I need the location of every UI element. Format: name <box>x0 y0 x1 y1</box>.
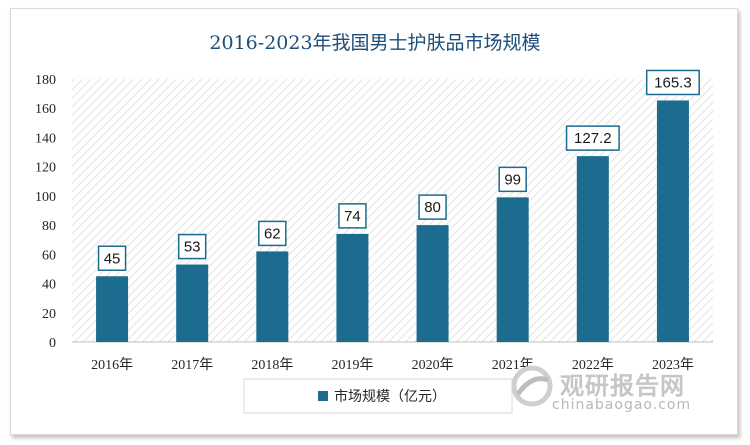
x-tick-label: 2017年 <box>171 357 213 373</box>
data-label: 99 <box>504 171 521 188</box>
data-label-box <box>97 245 127 271</box>
watermark-cn: 观研报告网 <box>560 372 685 400</box>
data-label-box <box>418 194 447 220</box>
globe-logo-icon <box>510 364 554 408</box>
y-tick-label: 0 <box>49 336 56 351</box>
data-label: 165.3 <box>654 74 692 91</box>
x-tick-label: 2023年 <box>652 357 694 373</box>
data-label: 62 <box>264 225 281 242</box>
bar <box>176 264 209 342</box>
legend-swatch <box>318 391 328 401</box>
y-tick-label: 60 <box>42 248 56 263</box>
data-label-box <box>565 125 620 151</box>
data-label: 127.2 <box>574 130 612 147</box>
y-tick-label: 120 <box>35 161 56 176</box>
bar <box>416 225 449 342</box>
bar <box>96 276 129 342</box>
legend-label: 市场规模（亿元） <box>334 388 446 405</box>
data-label: 80 <box>424 199 441 216</box>
x-tick-label: 2022年 <box>572 357 614 373</box>
data-label-box <box>177 233 207 260</box>
y-tick-label: 180 <box>35 73 56 88</box>
data-label: 53 <box>184 239 201 256</box>
data-label-box <box>645 69 700 96</box>
bar <box>576 156 609 342</box>
watermark-en: chinabaogao.com <box>552 397 692 413</box>
data-label: 45 <box>104 250 121 267</box>
data-label-box <box>258 220 287 247</box>
x-tick-label: 2020年 <box>412 357 454 373</box>
x-tick-label: 2016年 <box>91 357 133 373</box>
legend-box <box>243 378 513 414</box>
y-tick-label: 100 <box>35 190 56 205</box>
bar <box>496 197 529 342</box>
plot-area-background <box>72 79 713 342</box>
y-tick-label: 20 <box>42 307 56 322</box>
x-tick-label: 2018年 <box>251 357 293 373</box>
bar <box>256 251 289 342</box>
y-tick-label: 40 <box>42 278 56 293</box>
bar <box>336 233 369 342</box>
y-tick-label: 160 <box>35 102 56 117</box>
y-tick-label: 140 <box>35 131 56 146</box>
data-label-box <box>338 203 367 229</box>
data-label-box <box>498 166 527 193</box>
bar <box>656 100 689 342</box>
chart-title: 2016-2023年我国男士护肤品市场规模 <box>209 32 541 54</box>
data-label: 74 <box>344 208 361 225</box>
x-tick-label: 2019年 <box>331 357 373 373</box>
y-tick-label: 80 <box>42 219 56 234</box>
